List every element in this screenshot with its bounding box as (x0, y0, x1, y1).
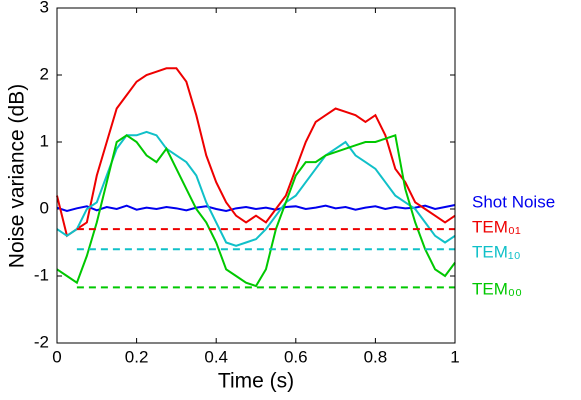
x-tick-label: 0 (52, 347, 61, 366)
series-line (56, 203, 456, 213)
legend-label: Shot Noise (472, 192, 555, 211)
legend-label: TEM₀₀ (472, 279, 522, 298)
y-tick-label: -1 (34, 265, 49, 284)
series-line (56, 133, 456, 288)
legend-label: TEM₁₀ (472, 242, 521, 261)
y-tick-label: 0 (40, 198, 49, 217)
series-line (56, 130, 456, 247)
y-axis-label: Noise variance (dB) (6, 84, 29, 268)
x-tick-label: 0.8 (364, 347, 388, 366)
y-tick-label: 1 (40, 131, 49, 150)
x-axis-label: Time (s) (218, 370, 294, 393)
y-tick-label: 3 (40, 0, 49, 16)
plot-frame (56, 7, 456, 344)
x-tick-label: 1 (450, 347, 459, 366)
x-tick-label: 0.6 (284, 347, 308, 366)
y-tick-label: -2 (34, 332, 49, 351)
x-tick-label: 0.2 (125, 347, 149, 366)
legend-label: TEM₀₁ (472, 217, 521, 236)
y-tick-label: 2 (40, 64, 49, 83)
series-line (56, 67, 456, 238)
x-tick-label: 0.4 (204, 347, 228, 366)
